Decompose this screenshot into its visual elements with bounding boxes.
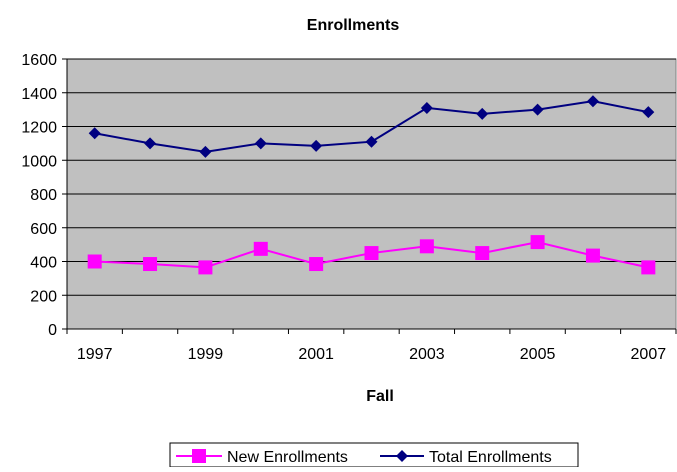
data-point-square — [253, 241, 268, 256]
x-axis-title: Fall — [366, 388, 394, 405]
series-group — [87, 95, 656, 275]
y-tick-label: 1200 — [21, 120, 57, 137]
y-tick-label: 400 — [30, 255, 57, 272]
data-point-square — [309, 257, 324, 272]
gridlines — [67, 58, 676, 296]
data-point-square — [530, 235, 545, 250]
series-new-enrollments — [87, 235, 656, 275]
data-point-square — [641, 260, 656, 275]
y-tick-label: 200 — [30, 288, 57, 305]
axes: 0 200 400 600 800 1000 1200 1400 1600 1997 1999 200… — [21, 52, 677, 363]
data-point-diamond — [531, 103, 544, 116]
y-tick-label: 800 — [30, 187, 57, 204]
data-point-diamond — [476, 107, 489, 120]
data-point-square — [585, 248, 600, 263]
data-point-square — [475, 246, 490, 261]
y-tick-label: 600 — [30, 221, 57, 238]
legend-box — [169, 442, 579, 468]
legend-label: New Enrollments — [227, 449, 348, 466]
data-point-square — [143, 257, 158, 272]
data-point-diamond — [144, 137, 157, 150]
data-point-diamond — [88, 127, 101, 140]
x-tick-label: 2001 — [298, 346, 334, 363]
y-tick-label: 1000 — [21, 153, 57, 170]
data-point-square — [192, 449, 206, 463]
legend-label: Total Enrollments — [429, 449, 552, 466]
data-point-diamond — [642, 106, 655, 119]
data-point-diamond — [365, 135, 378, 148]
x-tick-label: 2007 — [631, 346, 667, 363]
legend-item: New Enrollments — [176, 449, 348, 466]
legend: New Enrollments Total Enrollments — [169, 442, 579, 468]
y-tick-label: 1600 — [21, 52, 57, 69]
y-tick-label: 1400 — [21, 86, 57, 103]
series-total-enrollments — [88, 95, 655, 158]
x-tick-label: 2005 — [520, 346, 556, 363]
data-point-square — [87, 254, 102, 269]
data-point-diamond — [310, 139, 323, 152]
x-tick-label: 2003 — [409, 346, 445, 363]
y-tick-label: 0 — [48, 322, 57, 339]
x-tick-label: 1999 — [188, 346, 224, 363]
data-point-square — [364, 246, 379, 261]
data-point-diamond — [396, 450, 408, 462]
chart-title: Enrollments — [307, 17, 400, 34]
legend-item: Total Enrollments — [380, 449, 552, 466]
data-point-diamond — [254, 137, 267, 150]
data-point-diamond — [420, 101, 433, 114]
data-point-diamond — [199, 145, 212, 158]
data-point-diamond — [586, 95, 599, 108]
data-point-square — [198, 260, 213, 275]
x-tick-label: 1997 — [77, 346, 113, 363]
data-point-square — [419, 239, 434, 254]
